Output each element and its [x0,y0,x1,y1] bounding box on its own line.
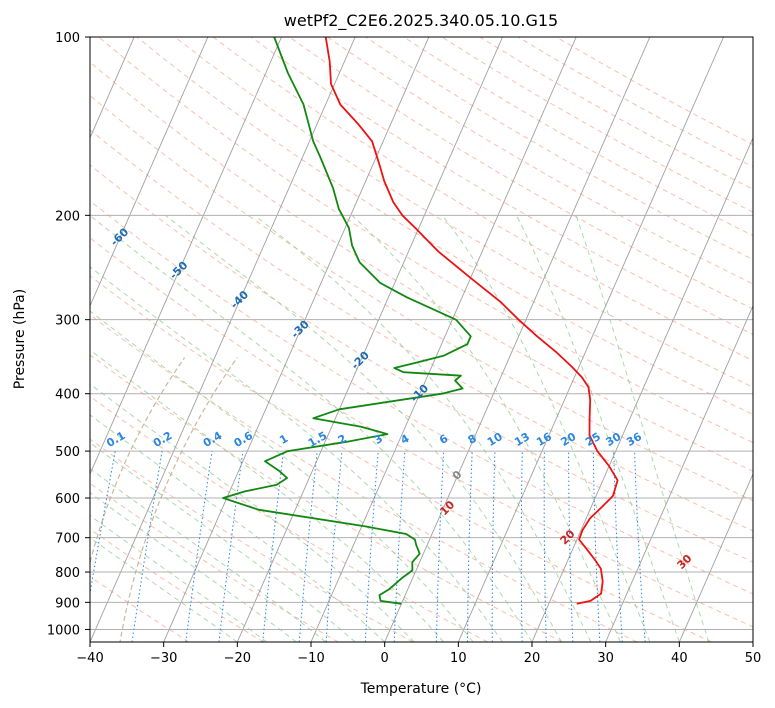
moist-adiabat-line [351,214,621,642]
profiles [222,37,619,605]
moist-adiabat-line [515,215,680,642]
x-tick-label: −10 [297,651,324,666]
dry-adiabat-line [90,164,753,563]
dry-adiabat-line [90,354,563,642]
moist-adiabat-line [441,215,651,642]
isotherm-line [384,37,651,642]
mixing-ratio-line [298,451,318,642]
plot-frame [89,36,754,643]
dry-adiabat-line [90,200,753,595]
y-tick-label: 600 [55,492,80,507]
x-tick-label: 50 [745,651,762,666]
x-axis: −40 −30 −20 −10 0 10 20 30 40 50 [76,642,761,666]
moist-adiabats [90,214,710,642]
y-tick-label: 200 [55,209,80,224]
y-tick-label: 1000 [47,623,80,638]
plot-area: -100-90-80-70-60-50-40-30-20-100.10.20.4… [90,37,753,642]
chart-title: wetPf2_C2E6.2025.340.05.10.G15 [284,11,558,31]
dry-adiabat-line [90,275,712,642]
dry-adiabat-line [90,575,190,642]
moist-adiabat-line [90,310,474,642]
isotherm-line [90,37,282,476]
x-tick-label: 10 [450,651,467,666]
mixing-ratio-line [185,451,213,642]
isotherm-line [310,37,577,642]
isobars [90,37,753,630]
moist-adiabat-line [90,266,503,642]
moist-adiabat-line [90,492,297,642]
x-tick-label: 30 [597,651,614,666]
y-tick-label: 400 [55,388,80,403]
moist-adiabat-line [90,514,268,642]
x-tick-label: −20 [224,651,251,666]
moist-adiabat-line [575,215,710,642]
moist-adiabat-line [254,214,592,642]
x-axis-title: Temperature (°C) [360,681,482,697]
dry-adiabat-line [90,395,488,642]
y-axis: 100 200 300 400 500 600 700 800 900 1000 [47,31,90,638]
isotherm-line [90,37,356,642]
y-tick-label: 500 [55,445,80,460]
isotherm-line [163,37,430,642]
reference-arc [90,357,186,565]
isotherm-line [90,37,209,308]
moist-adiabat-line [90,537,238,642]
y-tick-label: 900 [55,596,80,611]
x-tick-label: 0 [381,651,389,666]
moist-adiabat-line [90,442,356,642]
mixing-ratio-line [131,451,163,642]
isotherm-line [678,472,753,642]
isotherm-line [605,304,753,642]
moist-adiabat-line [90,214,533,642]
mixing-ratio-line [262,451,284,642]
dewpoint-profile [222,37,472,605]
isotherm-line [457,37,724,642]
dry-adiabat-line [90,314,638,642]
dry-adiabat-line [90,94,753,502]
isotherm-line [531,136,753,642]
moist-adiabat-line [90,414,386,642]
y-tick-label: 800 [55,566,80,581]
x-tick-label: −40 [76,651,103,666]
y-tick-label: 100 [55,31,80,46]
moist-adiabat-line [164,214,562,642]
y-tick-label: 300 [55,314,80,329]
isotherms [90,37,753,642]
x-tick-label: −30 [150,651,177,666]
temperature-profile [324,37,619,605]
mixing-ratio-line [325,451,343,642]
isotherm-line [236,37,503,642]
dry-adiabat-line [90,482,339,642]
y-tick-label: 700 [55,532,80,547]
reference-arcs [90,357,238,642]
dry-adiabat-line [90,237,753,628]
x-tick-label: 40 [671,651,688,666]
dry-adiabat-line [250,37,753,336]
moist-adiabat-line [90,349,444,642]
dry-adiabat-line [327,37,753,285]
x-tick-label: 20 [524,651,541,666]
reference-arc [119,357,238,642]
dry-adiabat-line [174,37,753,388]
dry-adiabat-line [98,37,753,444]
y-axis-title: Pressure (hPa) [12,289,28,389]
